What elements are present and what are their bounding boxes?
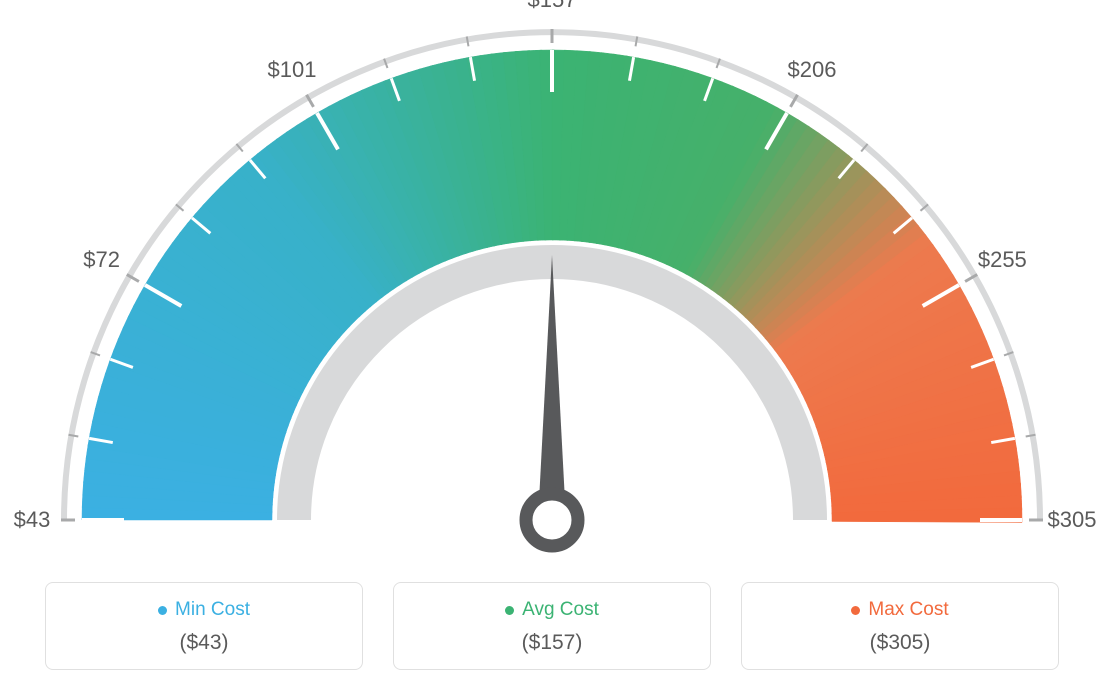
legend-label: Max Cost [868,599,948,621]
legend-value: ($305) [742,631,1058,655]
gauge-chart: $43 $72 $101 $157 $206 $255 $305 [0,0,1104,560]
legend-label: Min Cost [175,599,250,621]
dot-icon [505,606,514,615]
legend-title-max: Max Cost [851,599,948,621]
legend-value: ($43) [46,631,362,655]
legend-row: Min Cost ($43) Avg Cost ($157) Max Cost … [0,582,1104,670]
gauge-tick-label: $43 [14,507,51,533]
dot-icon [158,606,167,615]
legend-title-avg: Avg Cost [505,599,599,621]
legend-title-min: Min Cost [158,599,250,621]
legend-card-min: Min Cost ($43) [45,582,363,670]
gauge-tick-label: $157 [528,0,577,13]
legend-card-max: Max Cost ($305) [741,582,1059,670]
gauge-tick-label: $101 [268,57,317,83]
legend-card-avg: Avg Cost ($157) [393,582,711,670]
gauge-tick-label: $72 [83,247,120,273]
gauge-svg [0,0,1104,560]
legend-value: ($157) [394,631,710,655]
gauge-tick-label: $206 [788,57,837,83]
gauge-tick-label: $255 [978,247,1027,273]
legend-label: Avg Cost [522,599,599,621]
gauge-tick-label: $305 [1048,507,1097,533]
dot-icon [851,606,860,615]
